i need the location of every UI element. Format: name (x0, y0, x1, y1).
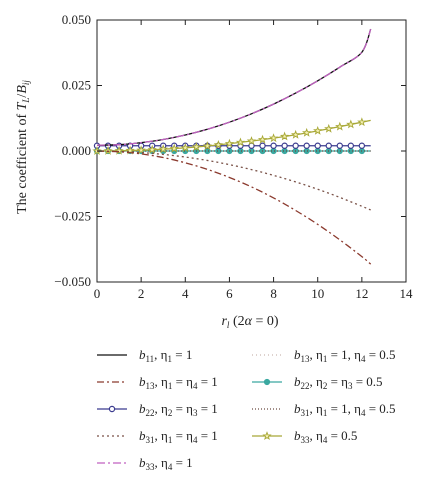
data-point (257, 134, 268, 144)
legend-label: b22, η2 = η3 = 1 (139, 401, 218, 418)
legend-label: b22, η2 = η3 = 0.5 (294, 374, 383, 391)
y-tick-label: −0.050 (54, 274, 91, 289)
legend-marker (263, 378, 271, 386)
x-tick-label: 10 (311, 286, 324, 301)
data-point (158, 144, 168, 154)
data-point (292, 142, 299, 149)
data-point (302, 127, 312, 137)
legend-marker (108, 405, 116, 413)
y-axis: −0.050 −0.025 0.000 0.025 0.050 (54, 12, 406, 289)
legend-item: b22, η2 = η3 = 0.5 (252, 374, 383, 391)
data-point (246, 136, 257, 146)
series-4 (96, 150, 371, 211)
data-point (346, 119, 356, 129)
series-line (96, 150, 371, 211)
x-tick-label: 14 (400, 286, 414, 301)
legend-label: b33, η4 = 1 (139, 455, 193, 472)
plot-area (92, 19, 407, 283)
legend-item: b31, η1 = 1, η4 = 0.5 (252, 401, 396, 418)
data-point (191, 142, 201, 151)
data-point (270, 142, 277, 149)
data-point (224, 138, 235, 148)
legend-label: b33, η4 = 0.5 (294, 428, 357, 445)
data-point (281, 142, 288, 149)
x-axis: 0 2 4 6 8 10 12 14 (94, 20, 413, 301)
data-point (336, 142, 343, 149)
y-axis-title: The coefficient of TL/Bij (15, 80, 31, 214)
data-point (213, 139, 224, 149)
series-line (96, 150, 372, 265)
data-point (114, 145, 124, 155)
data-point (324, 123, 334, 133)
series-line (96, 28, 372, 146)
data-point (279, 131, 290, 141)
data-point (103, 145, 113, 155)
x-tick-label: 6 (226, 286, 233, 301)
legend: b11, η1 = 1 b13, η1 = η4 = 1 b22, η2 = η3 … (97, 347, 396, 472)
data-point (147, 144, 157, 154)
legend-item: b31, η1 = η4 = 1 (97, 428, 218, 445)
legend-item: b33, η4 = 0.5 (252, 428, 357, 445)
legend-label: b31, η1 = 1, η4 = 0.5 (294, 401, 396, 418)
data-point (202, 141, 213, 150)
data-point (314, 142, 321, 149)
legend-label: b13, η1 = η4 = 1 (139, 374, 218, 391)
data-point (358, 142, 366, 149)
data-point (268, 133, 279, 143)
y-tick-label: 0.050 (62, 12, 91, 27)
y-tick-label: −0.025 (54, 209, 91, 224)
x-tick-label: 12 (355, 286, 368, 301)
data-point (235, 137, 246, 147)
x-axis-title: rl (2α = 0) (221, 314, 278, 330)
series-9 (92, 117, 371, 155)
x-tick-label: 8 (270, 286, 277, 301)
x-tick-label: 4 (182, 286, 189, 301)
data-point (169, 143, 179, 153)
data-point (180, 142, 190, 152)
data-point (125, 145, 135, 155)
data-point (136, 145, 146, 155)
legend-label: b11, η1 = 1 (139, 347, 192, 364)
data-point (313, 125, 323, 135)
data-point (248, 142, 255, 149)
series-5 (96, 28, 372, 146)
legend-item: b13, η1 = η4 = 1 (97, 374, 218, 391)
legend-label: b31, η1 = η4 = 1 (139, 428, 218, 445)
legend-item: b22, η2 = η3 = 1 (97, 401, 218, 418)
legend-item: b11, η1 = 1 (97, 347, 192, 364)
y-tick-label: 0.025 (62, 78, 91, 93)
y-tick-label: 0.000 (62, 143, 91, 158)
data-point (347, 142, 355, 149)
x-tick-label: 0 (94, 286, 101, 301)
legend-item: b13, η1 = 1, η4 = 0.5 (252, 347, 396, 364)
data-point (325, 142, 332, 149)
legend-item: b33, η4 = 1 (97, 455, 193, 472)
data-point (259, 142, 266, 149)
series-2 (96, 150, 372, 265)
x-tick-label: 2 (138, 286, 145, 301)
data-point (357, 117, 367, 127)
data-point (335, 121, 345, 131)
legend-marker (262, 431, 272, 440)
data-point (290, 129, 301, 139)
data-point (303, 142, 310, 149)
legend-label: b13, η1 = 1, η4 = 0.5 (294, 347, 396, 364)
